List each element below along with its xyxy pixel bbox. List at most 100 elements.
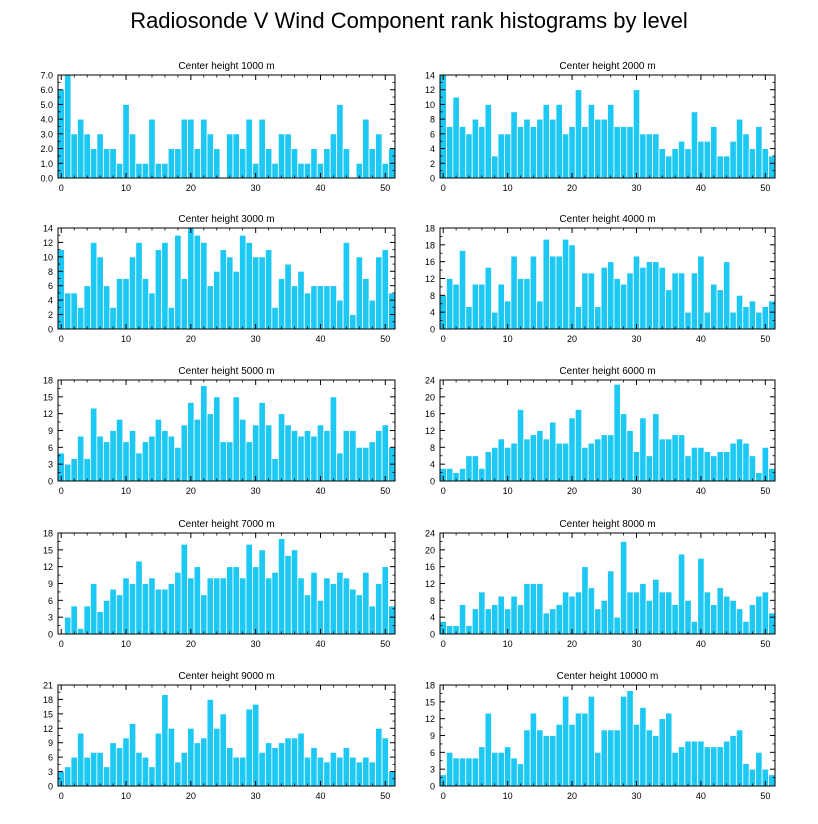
histogram-bar: [516, 604, 525, 635]
histogram-bar: [271, 458, 279, 482]
histogram-bar: [323, 148, 331, 179]
histogram-bar: [497, 438, 505, 482]
x-tick-label: 10: [503, 183, 513, 193]
x-tick-label: 40: [696, 183, 706, 193]
histogram-bar: [310, 571, 318, 635]
histogram-bar: [768, 300, 776, 330]
histogram-bar: [161, 242, 169, 330]
histogram-bar: [187, 577, 195, 635]
histogram-bar: [90, 407, 98, 482]
histogram-bar: [710, 126, 718, 179]
histogram-bar: [723, 451, 731, 482]
x-tick-label: 0: [59, 791, 64, 801]
histogram-bar: [115, 418, 124, 482]
histogram-bar: [232, 756, 240, 787]
histogram-bar: [723, 155, 731, 179]
histogram-bar: [536, 583, 544, 635]
x-tick-label: 30: [631, 639, 641, 649]
y-tick-label: 9: [48, 426, 53, 436]
histogram-bar: [516, 763, 525, 787]
histogram-bar: [529, 583, 538, 635]
histogram-bar: [148, 577, 156, 635]
histogram-bar: [671, 148, 679, 179]
panel-title: Center height 10000 m: [557, 671, 659, 682]
histogram-bar: [336, 571, 344, 635]
histogram-bar: [362, 118, 370, 179]
histogram-bar: [167, 727, 176, 787]
histogram-bar: [581, 126, 589, 179]
x-tick-label: 40: [315, 791, 325, 801]
histogram-bar: [735, 118, 744, 179]
histogram-bar: [64, 616, 72, 635]
histogram-bar: [83, 285, 91, 330]
x-tick-label: 0: [441, 486, 446, 496]
histogram-bar: [141, 756, 150, 787]
panel-title: Center height 1000 m: [178, 61, 274, 72]
histogram-bar: [619, 541, 628, 635]
histogram-bar: [497, 283, 505, 330]
y-tick-label: 20: [425, 545, 435, 555]
histogram-bar: [658, 438, 666, 482]
y-tick-label: 1.0: [40, 159, 53, 169]
panel-7: Center height 8000 m 0 10 20 30 40 50 0 4 8 12 16 20…: [425, 519, 776, 649]
histogram-bar: [349, 430, 357, 482]
histogram-bar: [284, 424, 292, 482]
histogram-bar: [174, 148, 182, 179]
histogram-bar: [484, 712, 492, 787]
histogram-bar: [639, 417, 647, 482]
histogram-bar: [697, 255, 705, 330]
histogram-bar: [284, 263, 292, 330]
histogram-bar: [310, 435, 318, 482]
histogram-bar: [710, 283, 718, 330]
y-tick-label: 14: [43, 224, 53, 234]
histogram-bar: [64, 292, 72, 330]
histogram-bar: [271, 306, 279, 330]
histogram-bar: [510, 255, 518, 330]
histogram-bar: [128, 430, 137, 482]
histogram-bar: [677, 746, 686, 787]
histogram-bar: [154, 732, 163, 787]
histogram-bar: [167, 435, 176, 482]
y-tick-label: 0: [430, 782, 435, 792]
y-tick-label: 4: [430, 144, 435, 154]
x-tick-label: 50: [760, 639, 770, 649]
histogram-bar: [122, 278, 130, 330]
histogram-bar: [619, 126, 628, 179]
x-tick-label: 50: [380, 791, 390, 801]
histogram-bar: [284, 555, 292, 635]
histogram-bar: [677, 434, 686, 482]
x-tick-label: 40: [696, 791, 706, 801]
y-tick-label: 4.0: [40, 115, 53, 125]
histogram-bar: [484, 104, 492, 179]
histogram-bar: [574, 591, 583, 635]
histogram-bar: [645, 599, 653, 635]
histogram-bar: [677, 140, 686, 179]
histogram-bar: [542, 735, 550, 787]
histogram-bar: [619, 695, 628, 787]
y-tick-label: 2: [48, 310, 53, 320]
x-tick-label: 30: [631, 791, 641, 801]
histogram-bar: [96, 751, 104, 787]
histogram-bar: [697, 446, 705, 482]
histogram-bar: [206, 577, 214, 635]
histogram-bar: [213, 148, 221, 179]
histogram-bar: [226, 441, 234, 482]
histogram-bar: [484, 266, 492, 330]
histogram-bar: [102, 148, 111, 179]
y-tick-label: 10: [43, 252, 53, 262]
histogram-bar: [497, 595, 505, 635]
y-tick-label: 18: [425, 224, 435, 234]
histogram-bar: [574, 306, 583, 330]
histogram-bar: [574, 89, 583, 179]
histogram-bar: [226, 566, 234, 635]
histogram-bar: [465, 757, 473, 787]
histogram-bar: [200, 737, 208, 787]
histogram-bar: [658, 591, 666, 635]
page-title: Radiosonde V Wind Component rank histogr…: [130, 8, 688, 33]
histogram-bar: [491, 155, 499, 179]
histogram-bar: [83, 605, 91, 635]
histogram-bar: [684, 455, 692, 482]
histogram-bar: [122, 104, 130, 179]
histogram-bar: [349, 756, 357, 787]
x-tick-label: 40: [696, 639, 706, 649]
